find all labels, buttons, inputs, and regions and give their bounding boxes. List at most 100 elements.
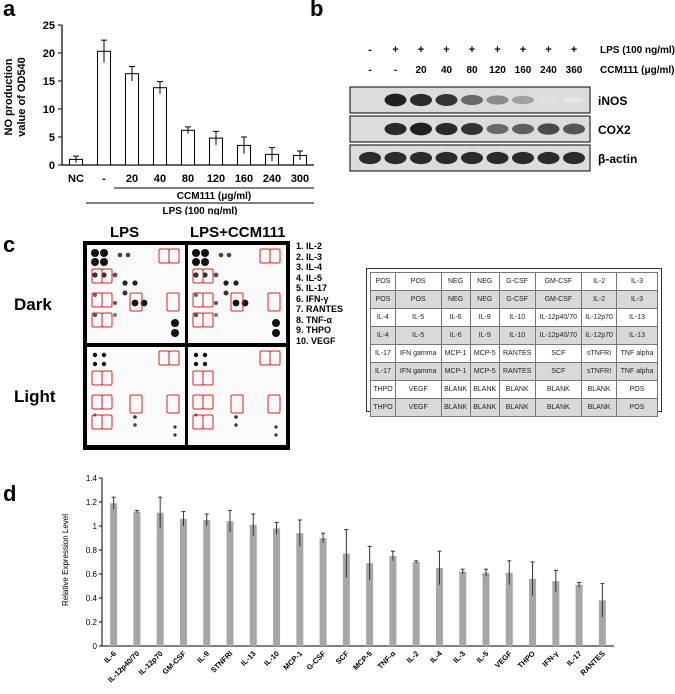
panel-a-bar [153,87,167,166]
highlight-box [202,394,214,410]
panel-d-ytick-label: 1.2 [86,498,98,507]
array-table-cell: SCF [534,362,583,381]
panel-d-category-label: IL-9 [195,649,211,665]
blot-band [537,96,560,104]
blot-band [435,94,458,106]
highlight-box [129,394,143,414]
array-table-cell: IL-12p70 [581,326,617,345]
panel-d-ytick-label: 0 [93,642,98,651]
blot-band [512,151,534,165]
array-spot [122,290,128,296]
array-table-cell: IL-17 [370,362,396,381]
highlight-box [267,394,281,414]
blot-band [461,123,483,135]
array-table-cell: BLANK [581,398,617,417]
legend-item: 7. RANTES [296,304,344,314]
array-map-table: POS POS NEG NEG G-CSF GM-CSF IL-2 IL-3 POS POS NEG… [370,272,658,417]
array-table-cell: BLANK [469,380,500,399]
blot-band [563,96,585,104]
highlight-box [166,394,180,414]
array-table-cell: IL-9 [469,308,500,327]
array-spot [201,249,209,257]
legend-item: 9. THPO [296,325,332,335]
array-table-cell: POS [616,398,658,417]
array-spot [131,299,139,307]
array-spot [100,249,108,257]
panel-d-category-label: GM-CSF [161,649,189,677]
ccm-dose: 120 [489,65,506,76]
array-table-cell: RANTES [498,362,536,381]
row-label-dark: Dark [14,295,52,314]
array-spot [113,313,117,317]
array-table-cell: IL-5 [394,326,442,345]
highlight-box [202,370,214,386]
lps-sign: + [443,44,449,56]
col-label-lps-ccm: LPS+CCM111 [190,224,286,241]
array-table-cell: VEGF [394,380,442,399]
panel-d-category-label: IL-2 [405,649,421,665]
highlight-box [202,268,214,284]
array-table-cell: IL-9 [469,326,500,345]
blot-band [461,151,483,165]
array-spot [192,258,200,266]
array-table-cell: SCF [534,344,583,363]
array-spot [272,319,280,327]
array-spot [92,272,98,278]
ccm-dose: 360 [566,65,583,76]
array-spot [132,280,138,286]
panel-d-category-label: IL-6 [102,649,118,665]
highlight-box [129,292,143,312]
array-spot [202,352,208,358]
array-table-cell: MCP-1 [440,344,471,363]
panel-a-bar [181,129,195,166]
array-table-cell: IL-13 [616,308,658,327]
panel-d-bar [273,528,281,646]
array-table-row: IL-4 IL-5 IL-6 IL-9 IL-10 IL-12p40/70 IL-12p70… [370,326,658,345]
panel-d-category-label: TNF-α [376,649,398,671]
col-label-lps: LPS [110,224,140,241]
array-table-row: IL-17 IFN gamma MCP-1 MCP-5 RANTES SCF sTNFRI T… [370,362,658,381]
array-table-cell: IL-13 [616,326,658,345]
highlight-box [101,414,113,430]
array-table-cell: TNF alpha [616,344,658,363]
band-label: iNOS [598,94,627,108]
array-table-cell: IFN gamma [394,344,442,363]
array-spot [133,415,137,419]
panel-d-label: d [3,481,17,506]
ccm-row-label: CCM111 (μg/ml) [600,65,674,76]
array-table-cell: POS [370,272,396,291]
array-spot [192,249,200,257]
array-spot [234,415,238,419]
array-table-cell: sTNFRI [581,344,617,363]
panel-a-category-label: 20 [126,173,138,185]
legend-item: 3. IL-4 [296,262,323,272]
array-table-cell: IL-6 [440,326,471,345]
array-table-cell: TNF alpha [616,362,658,381]
array-table-cell: IL-3 [616,290,658,309]
blot-band [512,123,534,135]
band-label: β-actin [598,152,637,166]
array-spot [223,280,229,286]
panel-a-ylabel-line1: NO production [3,58,15,135]
panel-a-category-label: 240 [263,173,281,185]
panel-a-bar [97,50,111,166]
panel-a-ytick-label: 0 [49,160,55,172]
blot-band [537,123,560,135]
highlight-box [101,292,113,308]
cytokine-array-images [83,241,290,450]
panel-a-ccm-group-label: CCM111 (μg/ml) [177,191,251,202]
array-table-cell: BLANK [440,398,471,417]
panel-d-bar [412,562,420,646]
panel-d-bar [575,584,583,646]
blot-band [512,95,534,105]
panel-d-category-label: IL-13 [239,649,258,668]
array-spot [91,249,99,257]
array-table-cell: IL-12p70 [581,308,617,327]
lps-row-label: LPS (100 ng/ml) [600,45,675,56]
blot-band [435,122,458,136]
array-table-cell: IL-17 [370,344,396,363]
array-table-row: THPO VEGF BLANK BLANK BLANK BLANK BLANK POS [370,380,658,399]
panel-d-bar [505,572,513,646]
panel-d-category-label: MCP-1 [281,649,304,672]
array-spot [218,252,224,258]
